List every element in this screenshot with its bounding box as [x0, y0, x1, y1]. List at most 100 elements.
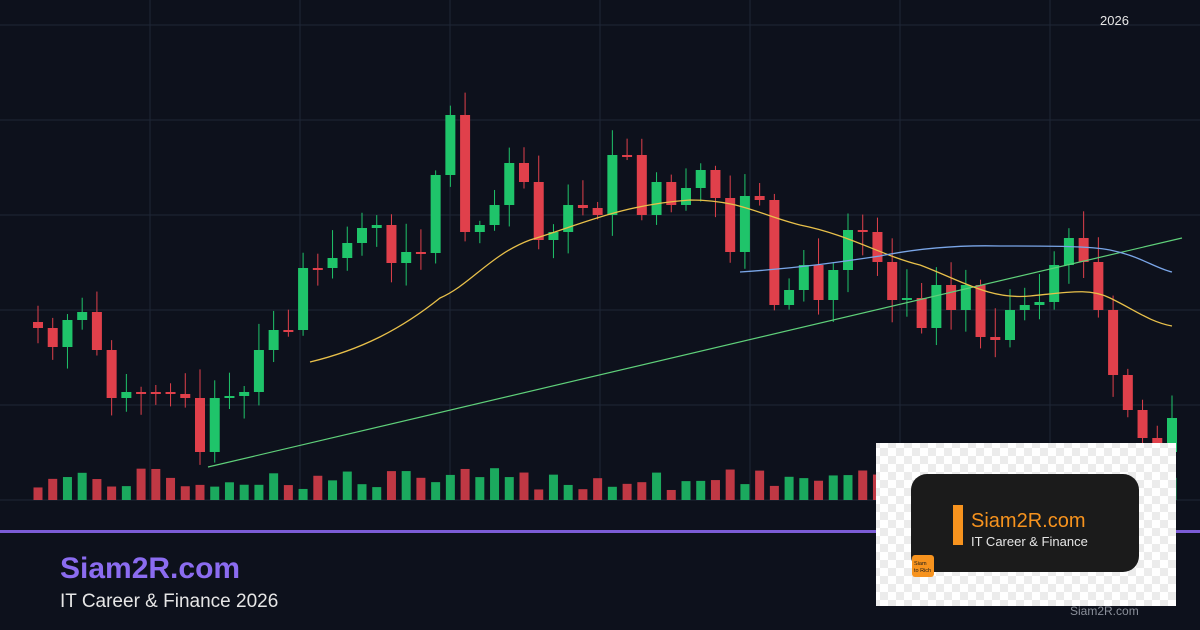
candle-body: [415, 252, 426, 254]
candle-body: [268, 330, 279, 350]
logo-badge-text: Siam: [914, 561, 927, 567]
candles: [33, 92, 1177, 466]
candle-body: [666, 182, 677, 205]
volume-bar: [180, 486, 190, 500]
logo-overlay: Siam2R.com IT Career & Finance Siam to R…: [876, 443, 1176, 606]
candle-body: [710, 170, 721, 198]
volume-bar: [48, 478, 58, 500]
volume-bar: [504, 477, 514, 500]
volume-bar: [490, 468, 500, 500]
volume-bar: [710, 480, 720, 500]
candle-body: [872, 232, 883, 262]
volume-bar: [328, 480, 338, 500]
divider: [0, 530, 1200, 533]
candle-body: [960, 285, 971, 310]
volume-bar: [828, 475, 838, 500]
volume-bar: [593, 478, 603, 500]
volume-bar: [372, 487, 382, 500]
candle-body: [636, 155, 647, 215]
volume-bar: [431, 482, 441, 500]
volume-bar: [475, 477, 485, 500]
volume-bar: [166, 477, 176, 500]
volume-bar: [77, 472, 87, 500]
volume-bar: [298, 488, 308, 500]
candle-body: [77, 312, 88, 320]
volume-bar: [269, 473, 279, 500]
candle-body: [150, 392, 161, 394]
candle-body: [401, 252, 412, 263]
trend-line: [207, 237, 1183, 468]
candle-body: [195, 398, 205, 452]
volume-bar: [858, 470, 868, 500]
moving-average-short: [309, 199, 1173, 363]
volume-bar: [843, 475, 853, 500]
candle-body: [990, 337, 1001, 340]
candle-body: [769, 200, 780, 305]
volume-bar: [799, 478, 809, 500]
candle-body: [607, 155, 618, 215]
volume-bar: [666, 489, 676, 500]
candle-body: [548, 232, 559, 240]
candle-body: [121, 392, 132, 398]
candle-body: [62, 320, 73, 347]
candle-body: [784, 290, 795, 305]
moving-average-long: [739, 245, 1173, 273]
volume-bar: [195, 484, 205, 500]
candle-body: [931, 285, 942, 328]
candle-body: [1049, 265, 1060, 302]
candle-body: [1034, 302, 1045, 305]
candle-body: [47, 328, 58, 347]
volume-bar: [445, 474, 455, 500]
candle-body: [946, 285, 957, 310]
candle-body: [1063, 238, 1074, 265]
candle-body: [1167, 418, 1177, 452]
candle-body: [371, 225, 382, 228]
candle-body: [33, 322, 43, 328]
candle-body: [283, 330, 294, 332]
volume-bar: [784, 476, 794, 500]
candle-body: [577, 205, 588, 208]
volume-bar: [401, 471, 411, 500]
candle-body: [386, 225, 397, 263]
candle-body: [445, 115, 456, 175]
volume-bar: [121, 486, 131, 500]
candle-body: [106, 350, 117, 398]
candle-body: [681, 188, 691, 205]
candle-body: [887, 262, 898, 300]
volume-bar: [460, 468, 470, 500]
candle-body: [622, 155, 633, 157]
volume-bar: [254, 484, 264, 500]
volume-bar: [769, 485, 779, 500]
volume-bar: [519, 472, 529, 500]
candle-body: [1137, 410, 1148, 438]
candle-body: [342, 243, 353, 258]
volume-bar: [92, 479, 102, 500]
candle-body: [843, 230, 853, 270]
volume-bar: [151, 468, 161, 500]
candle-body: [327, 258, 338, 268]
candle-body: [857, 230, 868, 232]
volume-bar: [62, 477, 72, 500]
candle-body: [253, 350, 264, 392]
volume-bar: [136, 468, 146, 500]
volume-bar: [210, 486, 220, 500]
volume-bar: [342, 471, 352, 500]
volume-bar: [578, 489, 588, 500]
year-label: 2026: [1100, 13, 1129, 28]
volume-bar: [283, 485, 293, 500]
candle-body: [209, 398, 220, 452]
candle-body: [91, 312, 102, 350]
candle-body: [798, 265, 809, 290]
candle-body: [695, 170, 706, 188]
candle-body: [489, 205, 500, 225]
candle-body: [1078, 238, 1089, 262]
candle-body: [430, 175, 441, 253]
volume-bar: [755, 470, 765, 500]
volume-bar: [33, 487, 43, 500]
candle-body: [1093, 262, 1104, 310]
volume-bar: [313, 475, 323, 500]
logo-name: Siam2R.com: [971, 510, 1085, 532]
candle-body: [828, 270, 839, 300]
volume-bar: [652, 472, 662, 500]
